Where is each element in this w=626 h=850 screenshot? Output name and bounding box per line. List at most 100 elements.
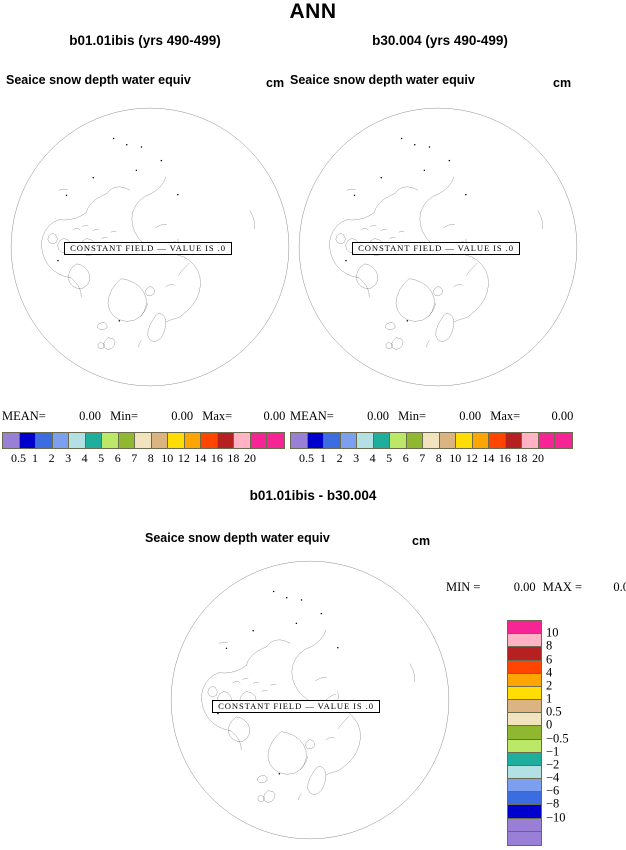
colorbar-swatch [52, 433, 70, 448]
colorbar-swatch [406, 433, 424, 448]
coastline-path [103, 337, 116, 350]
coastline-path [242, 678, 249, 680]
colorbar-vertical-ticks-diff: 10 8 6 4 2 1 0.5 0 −0.5 −1 −2 −4 −6 −8 −10 [546, 620, 586, 844]
colorbar-tick-label: 1 [32, 451, 39, 465]
coastline-path [150, 177, 167, 194]
colorbar-tick-label: 4 [369, 451, 376, 465]
colorbar-vertical-diff[interactable] [507, 620, 542, 846]
coastline-path [329, 246, 359, 278]
colorbar-swatch [555, 433, 572, 448]
coastline-path [325, 768, 342, 776]
colorbar-tick-label: 0.5 [299, 451, 315, 465]
min-label-diff: MIN = [446, 580, 481, 594]
coastline-path [395, 278, 435, 322]
colorbar-swatch [184, 433, 202, 448]
constant-field-note-right: CONSTANT FIELD — VALUE IS .0 [352, 242, 520, 255]
colorbar-swatch [36, 433, 53, 448]
colorbar-swatch [267, 433, 284, 448]
colorbar-swatch [357, 433, 374, 448]
coastline-path [394, 186, 419, 194]
island-dot [217, 712, 219, 715]
unit-label-left: cm [266, 76, 285, 90]
coastline-path [155, 224, 167, 228]
colorbar-tick-label: 8 [435, 451, 442, 465]
coastline-path [305, 739, 315, 749]
max-value-diff: 0.00 [613, 580, 626, 594]
coastline-path [385, 342, 393, 350]
coastline-path [106, 186, 131, 194]
colorbar-swatch [472, 433, 490, 448]
coastline-path [455, 254, 489, 316]
coastline-path [360, 228, 369, 231]
constant-field-note-diff: CONSTANT FIELD — VALUE IS .0 [212, 700, 380, 713]
colorbar-tick-label: 4 [546, 665, 553, 680]
colorbar-horizontal-right[interactable] [290, 432, 573, 449]
coastline-path [86, 193, 107, 213]
colorbar-swatch [85, 433, 103, 448]
coastline-path [310, 630, 327, 647]
colorbar-swatch [151, 433, 169, 448]
coastline-path [167, 254, 201, 316]
colorbar-swatch [508, 726, 541, 740]
unit-label-right: cm [553, 76, 572, 90]
coastline-path [300, 756, 308, 770]
colorbar-ticks-right: 0.5 1 2 3 4 5 6 7 8 10 12 14 16 18 20 [290, 451, 571, 467]
coastline-path [59, 212, 87, 221]
coastline-path [347, 188, 356, 191]
island-dot [118, 320, 121, 322]
colorbar-tick-label: −4 [546, 770, 560, 785]
colorbar-swatch [508, 765, 541, 780]
coastline-path [466, 263, 478, 276]
coastline-path [165, 315, 182, 323]
colorbar-tick-label: 14 [482, 451, 495, 465]
coastline-path [59, 188, 68, 191]
coastline-path [145, 286, 155, 296]
island-dot [300, 599, 303, 601]
min-label-right: Min= [398, 409, 426, 423]
colorbar-tick-label: 3 [65, 451, 72, 465]
colorbar-tick-label: 7 [419, 451, 426, 465]
colorbar-swatch [508, 686, 541, 701]
coastline-path [263, 790, 276, 803]
panel-title-right: b30.004 (yrs 490-499) [372, 33, 508, 48]
min-value-right: 0.00 [459, 409, 482, 423]
colorbar-swatch [508, 647, 541, 661]
colorbar-swatch [508, 739, 541, 753]
field-label-diff: Seaice snow depth water equiv [145, 531, 330, 545]
colorbar-tick-label: 4 [81, 451, 88, 465]
colorbar-tick-label: 1 [320, 451, 327, 465]
colorbar-tick-label: 20 [243, 451, 256, 465]
colorbar-tick-label: 5 [386, 451, 393, 465]
coastline-path [267, 731, 307, 775]
colorbar-tick-label: 10 [449, 451, 462, 465]
stats-row-left: MEAN= 0.00 Min= 0.00 Max= 0.00 [2, 409, 285, 424]
colorbar-swatch [3, 433, 20, 448]
colorbar-tick-label: 8 [546, 638, 553, 653]
page-title: ANN [289, 0, 337, 23]
colorbar-swatch [508, 713, 541, 727]
coastline-path [257, 775, 268, 783]
colorbar-swatch [250, 433, 268, 448]
colorbar-swatch [217, 433, 235, 448]
coastline-path [201, 672, 220, 700]
colorbar-tick-label: 8 [147, 451, 154, 465]
colorbar-tick-label: 0.5 [11, 451, 27, 465]
colorbar-tick-label: −6 [546, 783, 560, 798]
colorbar-tick-label: 6 [402, 451, 409, 465]
coastline-path [385, 322, 396, 330]
coastline-path [207, 686, 218, 697]
coastline-path [147, 313, 167, 342]
colorbar-swatch [390, 433, 407, 448]
colorbar-horizontal-left[interactable] [2, 432, 285, 449]
colorbar-tick-label: 2 [48, 451, 55, 465]
colorbar-swatch [505, 433, 523, 448]
unit-label-diff: cm [412, 534, 431, 548]
coastline-path [228, 716, 250, 742]
colorbar-swatch [291, 433, 308, 448]
coastline-path [453, 315, 470, 323]
coastline-path [101, 236, 108, 239]
coastline-path [433, 286, 443, 296]
colorbar-tick-label: 2 [336, 451, 343, 465]
island-dot [428, 146, 431, 148]
colorbar-swatch [201, 433, 218, 448]
